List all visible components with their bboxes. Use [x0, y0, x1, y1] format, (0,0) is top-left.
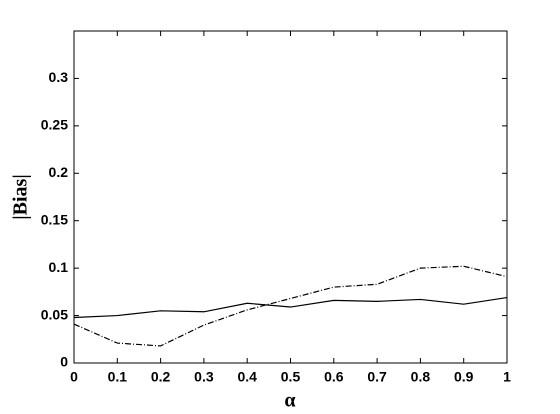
y-axis-label: |Bias| [10, 174, 32, 220]
x-tick-label: 0.9 [454, 369, 474, 385]
y-tick-label: 0.05 [41, 306, 68, 322]
x-tick-label: 0.5 [281, 369, 301, 385]
x-tick-label: 0.8 [411, 369, 431, 385]
y-tick-label: 0.1 [49, 259, 69, 275]
data-line [73, 296, 508, 319]
x-tick-label: 0.3 [194, 369, 214, 385]
data-line [73, 265, 508, 347]
y-tick-label: 0.25 [41, 117, 68, 133]
x-tick-label: 0.2 [151, 369, 171, 385]
x-tick-label: 0.4 [237, 369, 257, 385]
x-tick-label: 0 [70, 369, 78, 385]
y-tick-label: 0.2 [49, 164, 69, 180]
x-axis-label: α [284, 390, 295, 412]
x-tick-label: 0.7 [367, 369, 387, 385]
y-tick-label: 0.15 [41, 211, 68, 227]
x-tick-label: 1 [503, 369, 511, 385]
y-tick-label: 0 [60, 354, 68, 370]
y-tick-label: 0.3 [49, 69, 69, 85]
x-tick-label: 0.6 [324, 369, 344, 385]
x-tick-label: 0.1 [108, 369, 128, 385]
